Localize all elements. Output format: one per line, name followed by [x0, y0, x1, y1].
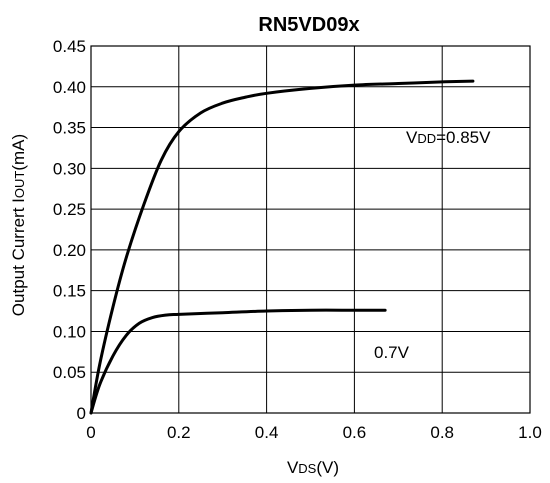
- x-tick-label: 0.2: [167, 423, 191, 442]
- x-axis-label-subscript: DS: [298, 461, 316, 476]
- y-tick-label: 0: [77, 404, 86, 423]
- x-tick-label: 0.6: [343, 423, 367, 442]
- x-tick-label: 0.8: [430, 423, 454, 442]
- x-axis-label: VDS(V): [287, 458, 339, 477]
- y-axis-label: Output Currert IOUT(mA): [9, 134, 28, 316]
- series-label-vdd-085-prefix: V: [406, 128, 418, 147]
- series-label-vdd-085: VDD=0.85V: [406, 128, 491, 147]
- x-axis-label-suffix: (V): [316, 458, 339, 477]
- y-tick-label: 0.10: [53, 322, 86, 341]
- y-tick-label: 0.40: [53, 78, 86, 97]
- axes: 0 0.2 0.4 0.6 0.8 1.0 0 0.05 0.10 0.15 0.20 0.25 0.3…: [53, 37, 542, 442]
- y-axis-label-suffix: (mA): [9, 134, 28, 171]
- plot-frame: [90, 45, 531, 414]
- y-tick-label: 0.45: [53, 37, 86, 56]
- y-tick-label: 0.35: [53, 119, 86, 138]
- chart-title: RN5VD09x: [258, 14, 359, 36]
- y-tick-label: 0.30: [53, 159, 86, 178]
- x-tick-label: 1.0: [518, 423, 542, 442]
- y-tick-label: 0.25: [53, 200, 86, 219]
- series-label-07v: 0.7V: [374, 343, 410, 362]
- x-tick-label: 0: [86, 423, 95, 442]
- series-lines: [89, 79, 475, 415]
- series-line-0: [89, 79, 475, 415]
- x-tick-label: 0.4: [255, 423, 279, 442]
- y-tick-label: 0.15: [53, 282, 86, 301]
- y-tick-label: 0.05: [53, 363, 86, 382]
- series-label-vdd-085-subscript: DD: [417, 131, 436, 146]
- x-axis-label-prefix: V: [287, 458, 299, 477]
- y-axis-label-prefix: Output Currert I: [9, 198, 28, 316]
- series-line-1: [89, 308, 387, 415]
- y-axis-label-subscript: OUT: [12, 171, 27, 199]
- y-tick-label: 0.20: [53, 241, 86, 260]
- grid: [90, 45, 531, 414]
- series-label-vdd-085-suffix: =0.85V: [436, 128, 491, 147]
